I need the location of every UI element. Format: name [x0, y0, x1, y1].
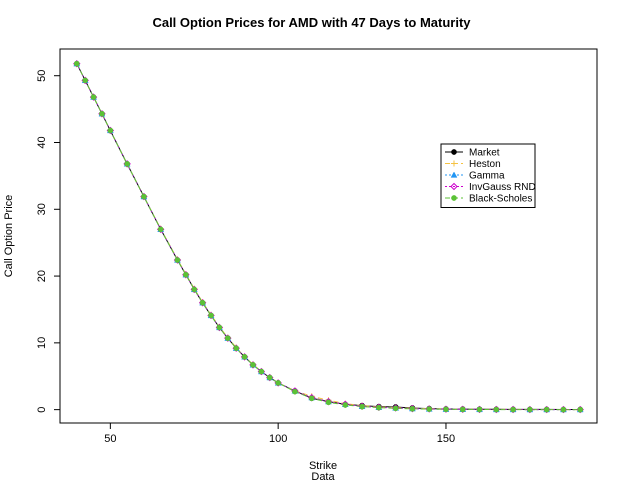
legend-label-market: Market: [469, 148, 500, 159]
x-tick-label: 50: [104, 433, 116, 445]
series-point-black-scholes: [266, 374, 273, 381]
series-point-black-scholes: [325, 399, 332, 406]
legend-box: [440, 143, 536, 208]
x-tick-label: 150: [437, 433, 455, 445]
y-tick-label: 10: [36, 337, 48, 349]
series-point-black-scholes: [258, 368, 265, 375]
legend-label-black-scholes: Black-Scholes: [469, 194, 532, 205]
legend-marker-gamma: [450, 171, 458, 178]
series-point-black-scholes: [426, 406, 433, 412]
series-point-black-scholes: [560, 406, 567, 413]
series-point-black-scholes: [124, 161, 130, 167]
series-point-black-scholes: [99, 110, 105, 117]
y-tick-label: 0: [36, 407, 48, 413]
legend-marker-heston: [451, 160, 457, 167]
series-point-black-scholes: [275, 380, 282, 386]
series-point-black-scholes: [199, 299, 206, 306]
series-point-black-scholes: [493, 406, 500, 413]
plot-frame: [59, 48, 598, 424]
series-point-black-scholes: [107, 127, 114, 134]
series-point-black-scholes: [308, 395, 315, 402]
y-tick-label: 40: [36, 136, 48, 148]
legend-label-gamma: Gamma: [469, 171, 505, 182]
y-tick-label: 50: [36, 70, 48, 82]
x-axis-sublabel: Data: [311, 471, 335, 483]
series-point-black-scholes: [224, 335, 231, 342]
series-line-invgauss-rnd: [76, 63, 581, 411]
series-point-black-scholes: [90, 94, 97, 100]
series-point-black-scholes: [543, 406, 550, 413]
series-line-market: [76, 63, 581, 410]
series-point-black-scholes: [443, 406, 449, 413]
legend-label-heston: Heston: [469, 159, 501, 170]
series-point-black-scholes: [241, 354, 248, 360]
series-line-black-scholes: [76, 63, 581, 411]
series-point-black-scholes: [392, 405, 399, 412]
series-point-black-scholes: [375, 404, 382, 411]
series-point-black-scholes: [73, 60, 80, 67]
y-axis-label: Call Option Price: [3, 195, 15, 278]
legend-marker-black-scholes: [451, 195, 457, 201]
series-point-black-scholes: [359, 403, 365, 410]
chart-title: Call Option Prices for AMD with 47 Days …: [152, 15, 471, 30]
x-tick-label: 100: [269, 433, 287, 445]
series-point-black-scholes: [292, 388, 298, 395]
series-point-black-scholes: [510, 406, 516, 413]
series-point-black-scholes: [191, 286, 198, 293]
series-point-black-scholes: [577, 406, 584, 413]
series-point-black-scholes: [208, 312, 214, 319]
series-point-black-scholes: [250, 362, 256, 368]
series-line-heston: [76, 63, 581, 411]
series-point-black-scholes: [174, 257, 181, 263]
series-point-black-scholes: [157, 226, 164, 233]
legend-marker-invgauss-rnd: [450, 182, 458, 191]
legend-marker-market: [451, 149, 457, 155]
series-point-black-scholes: [342, 402, 349, 408]
series-point-black-scholes: [183, 271, 189, 278]
series-point-black-scholes: [233, 345, 240, 352]
series-point-black-scholes: [409, 405, 416, 412]
y-tick-label: 30: [36, 203, 48, 215]
series-point-black-scholes: [459, 406, 466, 413]
x-axis-label: Strike: [309, 460, 337, 472]
series-point-black-scholes: [141, 193, 147, 200]
series-point-black-scholes: [82, 77, 89, 84]
y-tick-label: 20: [36, 270, 48, 282]
series-point-black-scholes: [527, 406, 533, 413]
legend-label-invgauss-rnd: InvGauss RND: [469, 182, 536, 193]
series-point-black-scholes: [216, 324, 223, 331]
series-point-black-scholes: [476, 406, 483, 413]
series-line-gamma: [76, 63, 581, 411]
